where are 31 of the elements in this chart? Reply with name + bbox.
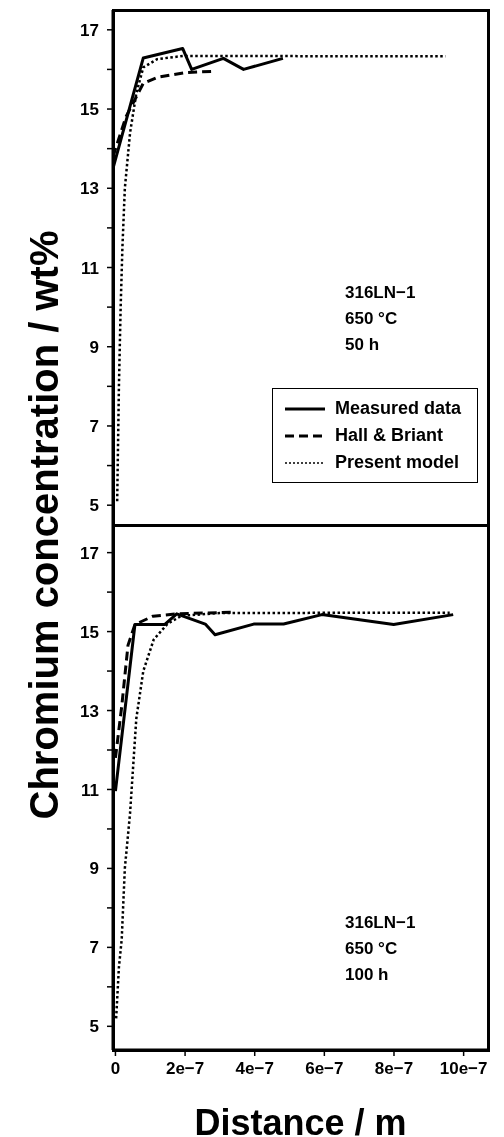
annotation: 100 h [345, 964, 390, 986]
y-tick-label: 5 [89, 1017, 99, 1037]
y-tick-label: 11 [81, 258, 99, 278]
x-tick-label: 4e−7 [235, 1059, 274, 1079]
y-tick-label: 13 [80, 701, 99, 721]
annotation: 650 °C [345, 938, 399, 960]
y-tick-label: 5 [89, 496, 99, 516]
annotation: 316LN−1 [345, 282, 416, 304]
y-axis-title: Chromium concentration / wt% [21, 230, 67, 820]
y-tick-label: 17 [80, 20, 99, 40]
y-tick-label: 13 [80, 179, 99, 199]
y-tick-label: 11 [81, 780, 99, 800]
x-tick-label: 10e−7 [439, 1059, 488, 1079]
x-tick-label: 2e−7 [165, 1059, 205, 1079]
y-tick-label: 17 [80, 543, 99, 563]
x-tick-label: 6e−7 [305, 1059, 344, 1079]
y-tick-label: 7 [89, 938, 99, 958]
y-tick-label: 9 [89, 337, 99, 357]
y-tick-label: 7 [89, 417, 99, 436]
legend-label: Present model [334, 451, 459, 474]
legend-label: Hall & Briant [334, 424, 443, 447]
legend-label: Measured data [334, 397, 461, 420]
y-tick-label: 15 [80, 100, 99, 120]
y-tick-label: 15 [80, 622, 99, 642]
annotation: 50 h [345, 334, 381, 356]
x-tick-label: 8e−7 [374, 1059, 414, 1079]
annotation: 650 °C [345, 308, 399, 330]
x-tick-label: 0 [110, 1059, 121, 1079]
annotation: 316LN−1 [345, 912, 416, 934]
y-tick-label: 9 [89, 859, 99, 879]
x-axis-title: Distance / m [194, 1102, 407, 1137]
